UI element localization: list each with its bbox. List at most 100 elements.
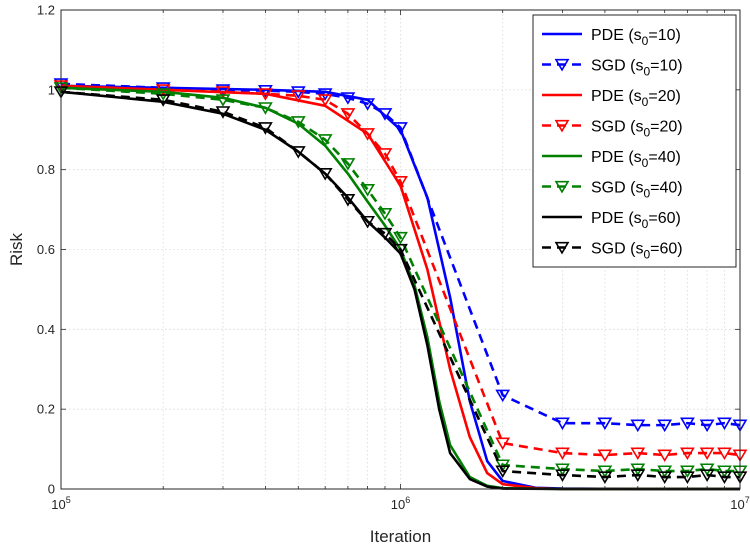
data-point bbox=[258, 102, 273, 115]
data-point bbox=[377, 148, 393, 161]
data-point bbox=[155, 84, 171, 97]
data-point bbox=[290, 116, 306, 129]
data-point bbox=[393, 122, 408, 135]
series-line bbox=[60, 82, 741, 427]
data-point bbox=[340, 158, 356, 171]
data-point bbox=[657, 465, 673, 479]
legend-item: SGD (s0=60) bbox=[542, 241, 683, 262]
legend-marker bbox=[554, 180, 570, 194]
y-tick-label: 0.8 bbox=[37, 162, 55, 177]
data-point bbox=[290, 146, 306, 159]
legend-label: SGD (s0=40) bbox=[591, 180, 683, 201]
data-point bbox=[657, 471, 673, 485]
data-point bbox=[699, 447, 715, 461]
data-point bbox=[555, 447, 570, 461]
data-point bbox=[717, 471, 732, 485]
y-tick-label: 0 bbox=[48, 482, 55, 497]
series-line bbox=[60, 86, 740, 473]
data-point bbox=[597, 465, 613, 479]
data-point bbox=[699, 463, 715, 477]
y-tick-label: 0.4 bbox=[37, 322, 55, 337]
data-point bbox=[393, 231, 408, 245]
data-point bbox=[630, 447, 646, 461]
data-point bbox=[377, 108, 393, 121]
legend-marker bbox=[554, 241, 570, 255]
legend-label: PDE (s0=10) bbox=[591, 27, 681, 48]
legend-label: PDE (s0=60) bbox=[591, 210, 681, 231]
series-sgd-s0-40 bbox=[53, 82, 748, 479]
data-point bbox=[290, 86, 306, 99]
data-point bbox=[495, 437, 511, 451]
data-point bbox=[597, 417, 613, 431]
data-point bbox=[377, 207, 393, 221]
legend-label: SGD (s0=10) bbox=[591, 58, 683, 79]
data-point bbox=[258, 85, 273, 98]
data-point bbox=[290, 90, 306, 103]
data-point bbox=[555, 463, 570, 477]
axis-ticks: 0 0.2 0.4 0.6 0.8 1 1.2 105 106 107 bbox=[37, 3, 750, 513]
data-point bbox=[680, 471, 695, 485]
data-point bbox=[340, 92, 356, 105]
y-tick-label: 1.2 bbox=[37, 3, 55, 18]
data-point bbox=[215, 84, 231, 97]
x-axis-label: Iteration bbox=[370, 527, 431, 546]
x-tick-label: 107 bbox=[730, 495, 749, 512]
legend-marker bbox=[554, 119, 570, 133]
legend-item: PDE (s0=10) bbox=[542, 27, 681, 48]
data-point bbox=[630, 419, 646, 433]
data-point bbox=[155, 94, 171, 107]
legend-item: PDE (s0=40) bbox=[542, 149, 681, 170]
data-point bbox=[317, 168, 333, 181]
legend-marker bbox=[554, 58, 570, 72]
data-point bbox=[215, 86, 231, 99]
data-point bbox=[717, 465, 732, 479]
data-point bbox=[717, 447, 732, 461]
data-point bbox=[657, 419, 673, 433]
legend-item: SGD (s0=10) bbox=[542, 58, 683, 79]
data-point bbox=[393, 176, 408, 189]
data-point bbox=[258, 122, 273, 135]
series-sgd-s0-20 bbox=[53, 80, 748, 463]
y-tick-label: 0.2 bbox=[37, 402, 55, 417]
series-line bbox=[60, 84, 741, 457]
legend-box bbox=[532, 14, 737, 268]
data-point bbox=[680, 447, 695, 461]
data-point bbox=[630, 469, 646, 483]
data-point bbox=[258, 88, 273, 101]
data-point bbox=[555, 417, 570, 431]
data-point bbox=[597, 471, 613, 485]
legend-item: SGD (s0=20) bbox=[542, 119, 683, 140]
y-axis-label: Risk bbox=[7, 232, 26, 266]
data-point bbox=[360, 184, 375, 197]
legend: PDE (s0=10) SGD (s0=10) PDE (s0=20) SGD (s0… bbox=[532, 14, 737, 268]
data-point bbox=[495, 389, 511, 403]
data-point bbox=[340, 194, 356, 207]
data-point bbox=[717, 417, 732, 431]
data-point bbox=[317, 94, 333, 107]
data-point bbox=[393, 243, 408, 257]
data-point bbox=[555, 469, 570, 483]
series-line bbox=[60, 90, 740, 479]
data-point bbox=[317, 88, 333, 101]
data-point bbox=[680, 417, 695, 431]
y-tick-label: 0.6 bbox=[37, 242, 55, 257]
legend-item: PDE (s0=20) bbox=[542, 88, 681, 109]
data-point bbox=[699, 419, 715, 433]
legend-label: SGD (s0=60) bbox=[591, 241, 683, 262]
data-point bbox=[680, 465, 695, 479]
x-tick-label: 105 bbox=[51, 495, 70, 512]
legend-label: PDE (s0=40) bbox=[591, 149, 681, 170]
data-point bbox=[495, 459, 511, 473]
x-tick-label: 106 bbox=[391, 495, 410, 512]
data-point bbox=[377, 227, 393, 241]
legend-label: PDE (s0=20) bbox=[591, 88, 681, 109]
data-point bbox=[215, 94, 231, 107]
data-point bbox=[699, 469, 715, 483]
data-point bbox=[630, 463, 646, 477]
data-point bbox=[215, 106, 231, 119]
data-point bbox=[340, 108, 356, 121]
legend-label: SGD (s0=20) bbox=[591, 119, 683, 140]
data-point bbox=[597, 449, 613, 463]
data-point bbox=[495, 465, 511, 479]
